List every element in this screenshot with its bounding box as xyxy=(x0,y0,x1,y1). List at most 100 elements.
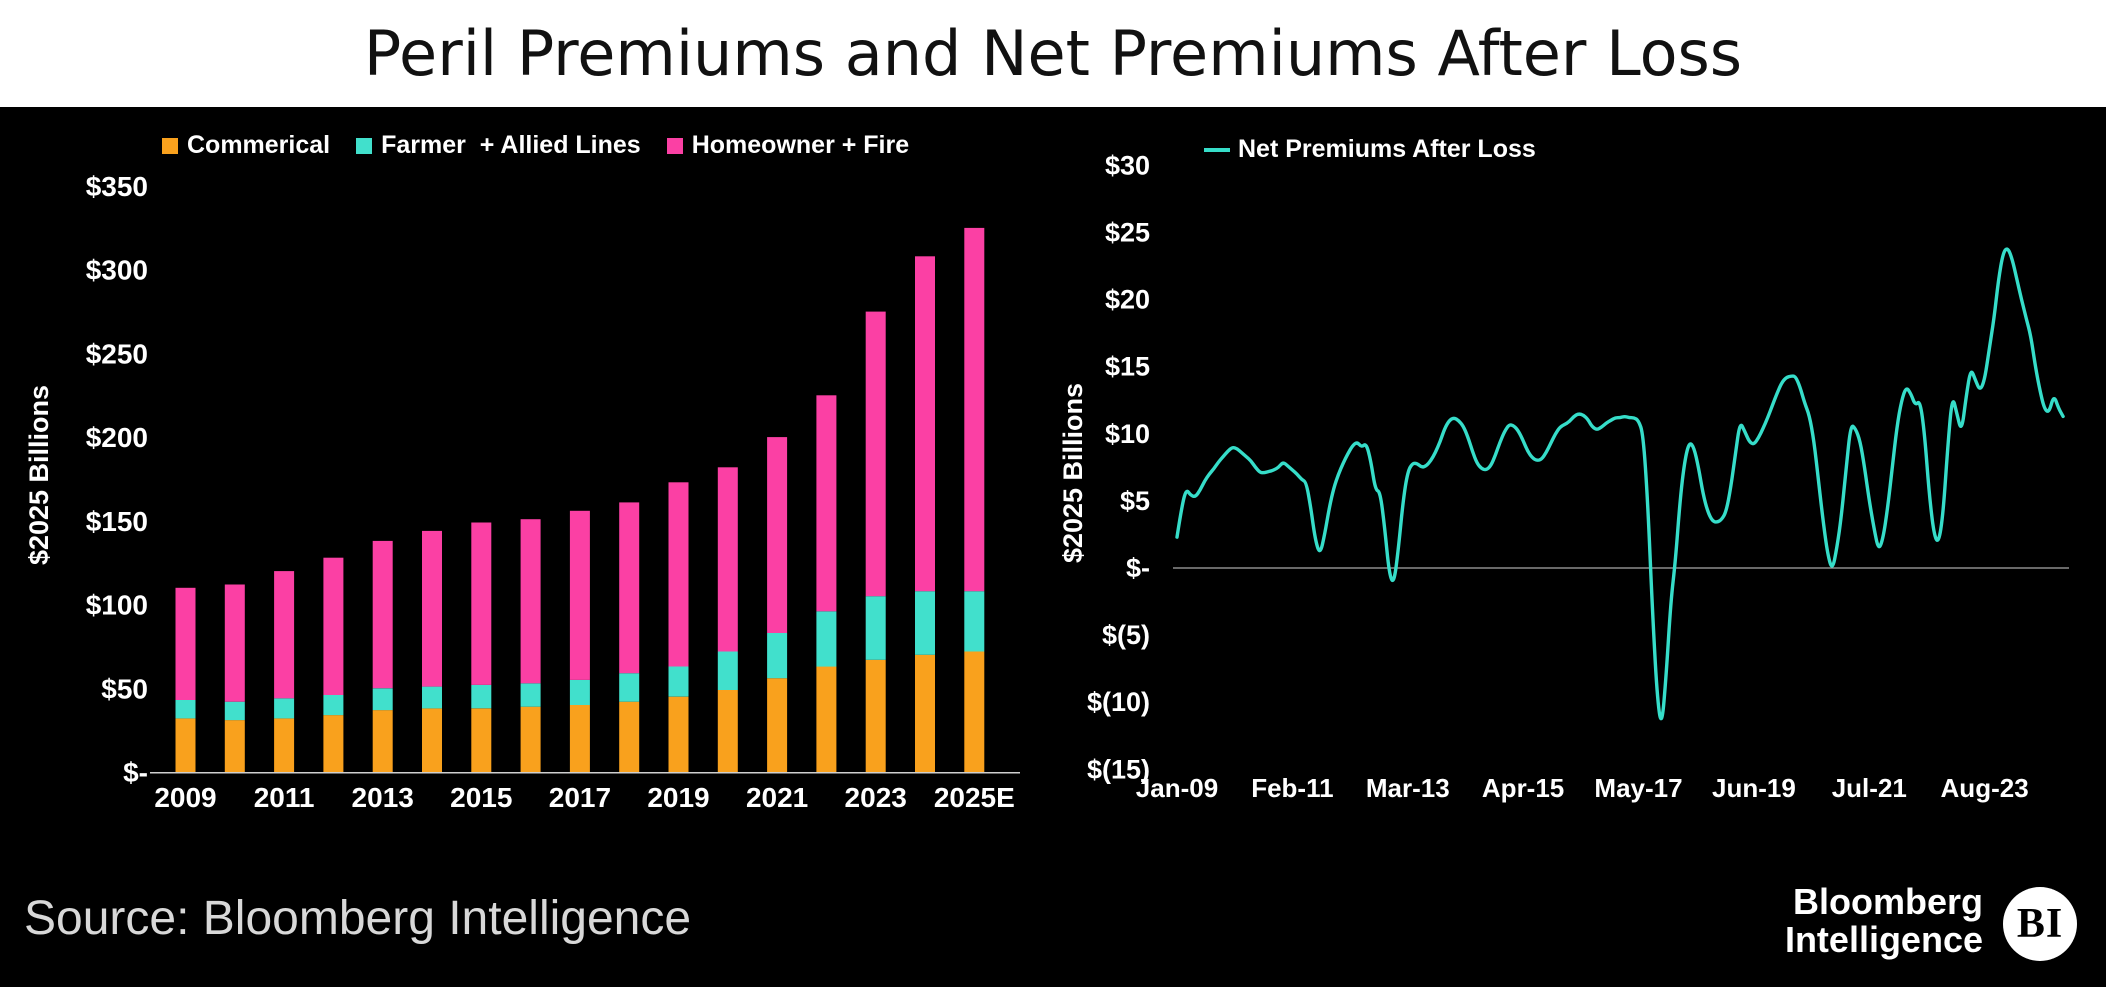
svg-text:$30: $30 xyxy=(1105,150,1150,180)
stacked-bar-chart: $350 $300 $250 $200 $150 $100 $50 $-2009 2011 201… xyxy=(86,171,1020,813)
svg-text:$10: $10 xyxy=(1105,419,1150,449)
bar-segment xyxy=(619,701,640,772)
bar-segment xyxy=(569,705,590,772)
bar-segment xyxy=(274,571,295,699)
svg-text:Mar-13: Mar-13 xyxy=(1366,773,1450,803)
source-attribution: Source: Bloomberg Intelligence xyxy=(24,892,692,945)
chart-area: $350 $300 $250 $200 $150 $100 $50 $- 2009 2011 201… xyxy=(0,107,2106,987)
svg-text:$-: $- xyxy=(123,757,148,788)
bar-segment xyxy=(224,584,245,702)
svg-text:$350: $350 xyxy=(86,171,148,202)
bar-segment xyxy=(915,256,935,592)
bar-segment xyxy=(323,715,344,772)
bar-segment xyxy=(816,611,837,667)
left-x-axis-ticks: 2009 2011 2013 2015 2017 2019 2021 2023 2025E xyxy=(154,782,1014,813)
bar-segment xyxy=(224,701,245,721)
bar-segment xyxy=(372,540,393,689)
right-x-axis-ticks: Jan-09 Feb-11 Mar-13 Apr-15 May-17 Jun-19 Jul-… xyxy=(1136,773,2029,803)
bar-segment xyxy=(964,227,985,592)
bar-segment xyxy=(668,482,689,667)
wordmark-line1: Bloomberg xyxy=(1792,881,1983,922)
svg-text:2017: 2017 xyxy=(549,782,611,813)
svg-text:2011: 2011 xyxy=(254,782,315,813)
svg-text:Jan-09: Jan-09 xyxy=(1136,773,1218,803)
svg-text:2019: 2019 xyxy=(647,782,709,813)
svg-text:$200: $200 xyxy=(86,422,148,453)
svg-text:Feb-11: Feb-11 xyxy=(1251,773,1333,803)
svg-text:$5: $5 xyxy=(1120,486,1150,516)
bar-segment xyxy=(471,522,492,685)
bar-segment xyxy=(964,591,985,652)
legend-swatch-commercial-icon xyxy=(162,137,178,154)
bar-segment xyxy=(767,633,788,679)
bar-segment xyxy=(175,700,196,719)
page-title: Peril Premiums and Net Premiums After Lo… xyxy=(363,17,1743,90)
bar-segment xyxy=(422,708,442,772)
bar-segment xyxy=(520,706,541,772)
bar-segment xyxy=(372,710,393,772)
bar-segment xyxy=(668,666,689,697)
bar-segment xyxy=(569,510,590,680)
net-premiums-line xyxy=(1175,247,2065,721)
bar-segment xyxy=(717,690,738,772)
bar-series xyxy=(175,227,985,772)
svg-text:Jun-19: Jun-19 xyxy=(1712,773,1796,803)
svg-text:2025E: 2025E xyxy=(934,782,1015,813)
bar-segment xyxy=(569,679,590,705)
bar-segment xyxy=(520,519,541,684)
bar-segment xyxy=(372,688,393,711)
bar-segment xyxy=(224,720,245,772)
bi-logo-icon: BI xyxy=(2003,887,2077,961)
bar-segment xyxy=(717,651,738,690)
legend-item-homeowner: Homeowner + Fire xyxy=(666,131,910,160)
right-y-axis-title: $2025 Billions xyxy=(1058,382,1088,564)
svg-text:Aug-23: Aug-23 xyxy=(1941,773,2029,803)
bar-segment xyxy=(915,654,935,772)
right-chart-legend: Net Premiums After Loss xyxy=(1204,135,1536,164)
svg-text:Apr-15: Apr-15 xyxy=(1482,773,1564,803)
bar-segment xyxy=(767,678,788,772)
left-y-axis-ticks: $350 $300 $250 $200 $150 $100 $50 $- xyxy=(86,171,148,788)
svg-text:$25: $25 xyxy=(1105,218,1150,248)
bar-segment xyxy=(274,698,295,719)
bar-segment xyxy=(717,467,738,652)
bar-segment xyxy=(422,686,442,709)
bar-segment xyxy=(865,596,886,660)
bar-segment xyxy=(865,659,886,772)
bar-segment xyxy=(422,530,442,687)
left-chart-legend: Commerical Farmer + Allied Lines Homeown… xyxy=(162,131,909,160)
bar-segment xyxy=(668,696,689,772)
bar-segment xyxy=(619,502,640,674)
bar-segment xyxy=(471,708,492,772)
bar-segment xyxy=(274,718,295,772)
left-y-axis-title: $2025 Billions xyxy=(24,384,54,566)
svg-text:$(5): $(5) xyxy=(1102,620,1150,650)
svg-text:Jul-21: Jul-21 xyxy=(1832,773,1907,803)
svg-text:$15: $15 xyxy=(1105,352,1150,382)
legend-label-commercial: Commerical xyxy=(187,131,331,159)
legend-swatch-homeowner-icon xyxy=(666,137,683,154)
bar-segment xyxy=(915,591,935,655)
svg-text:2021: 2021 xyxy=(746,782,808,813)
bar-segment xyxy=(471,684,492,709)
bar-segment xyxy=(175,718,196,772)
svg-text:$-: $- xyxy=(1126,553,1150,583)
svg-text:$50: $50 xyxy=(101,673,148,704)
svg-text:2015: 2015 xyxy=(450,782,512,813)
svg-text:2023: 2023 xyxy=(845,782,907,813)
bar-segment xyxy=(323,695,344,716)
legend-swatch-farmer-icon xyxy=(356,137,373,154)
svg-text:2009: 2009 xyxy=(154,782,216,813)
bar-segment xyxy=(619,673,640,702)
svg-text:2013: 2013 xyxy=(352,782,414,813)
line-chart: $30 $25 $20 $15 $10 $5 $- $(5) $(10) $(15)Jan-09 F… xyxy=(1087,150,2069,803)
legend-label-net-premiums: Net Premiums After Loss xyxy=(1238,135,1536,163)
bar-segment xyxy=(323,557,344,695)
bar-segment xyxy=(520,683,541,707)
legend-label-homeowner: Homeowner + Fire xyxy=(691,131,910,159)
legend-item-commercial: Commerical xyxy=(162,131,330,160)
svg-text:$20: $20 xyxy=(1105,285,1150,315)
svg-text:May-17: May-17 xyxy=(1594,773,1682,803)
svg-text:$(15): $(15) xyxy=(1087,754,1150,784)
